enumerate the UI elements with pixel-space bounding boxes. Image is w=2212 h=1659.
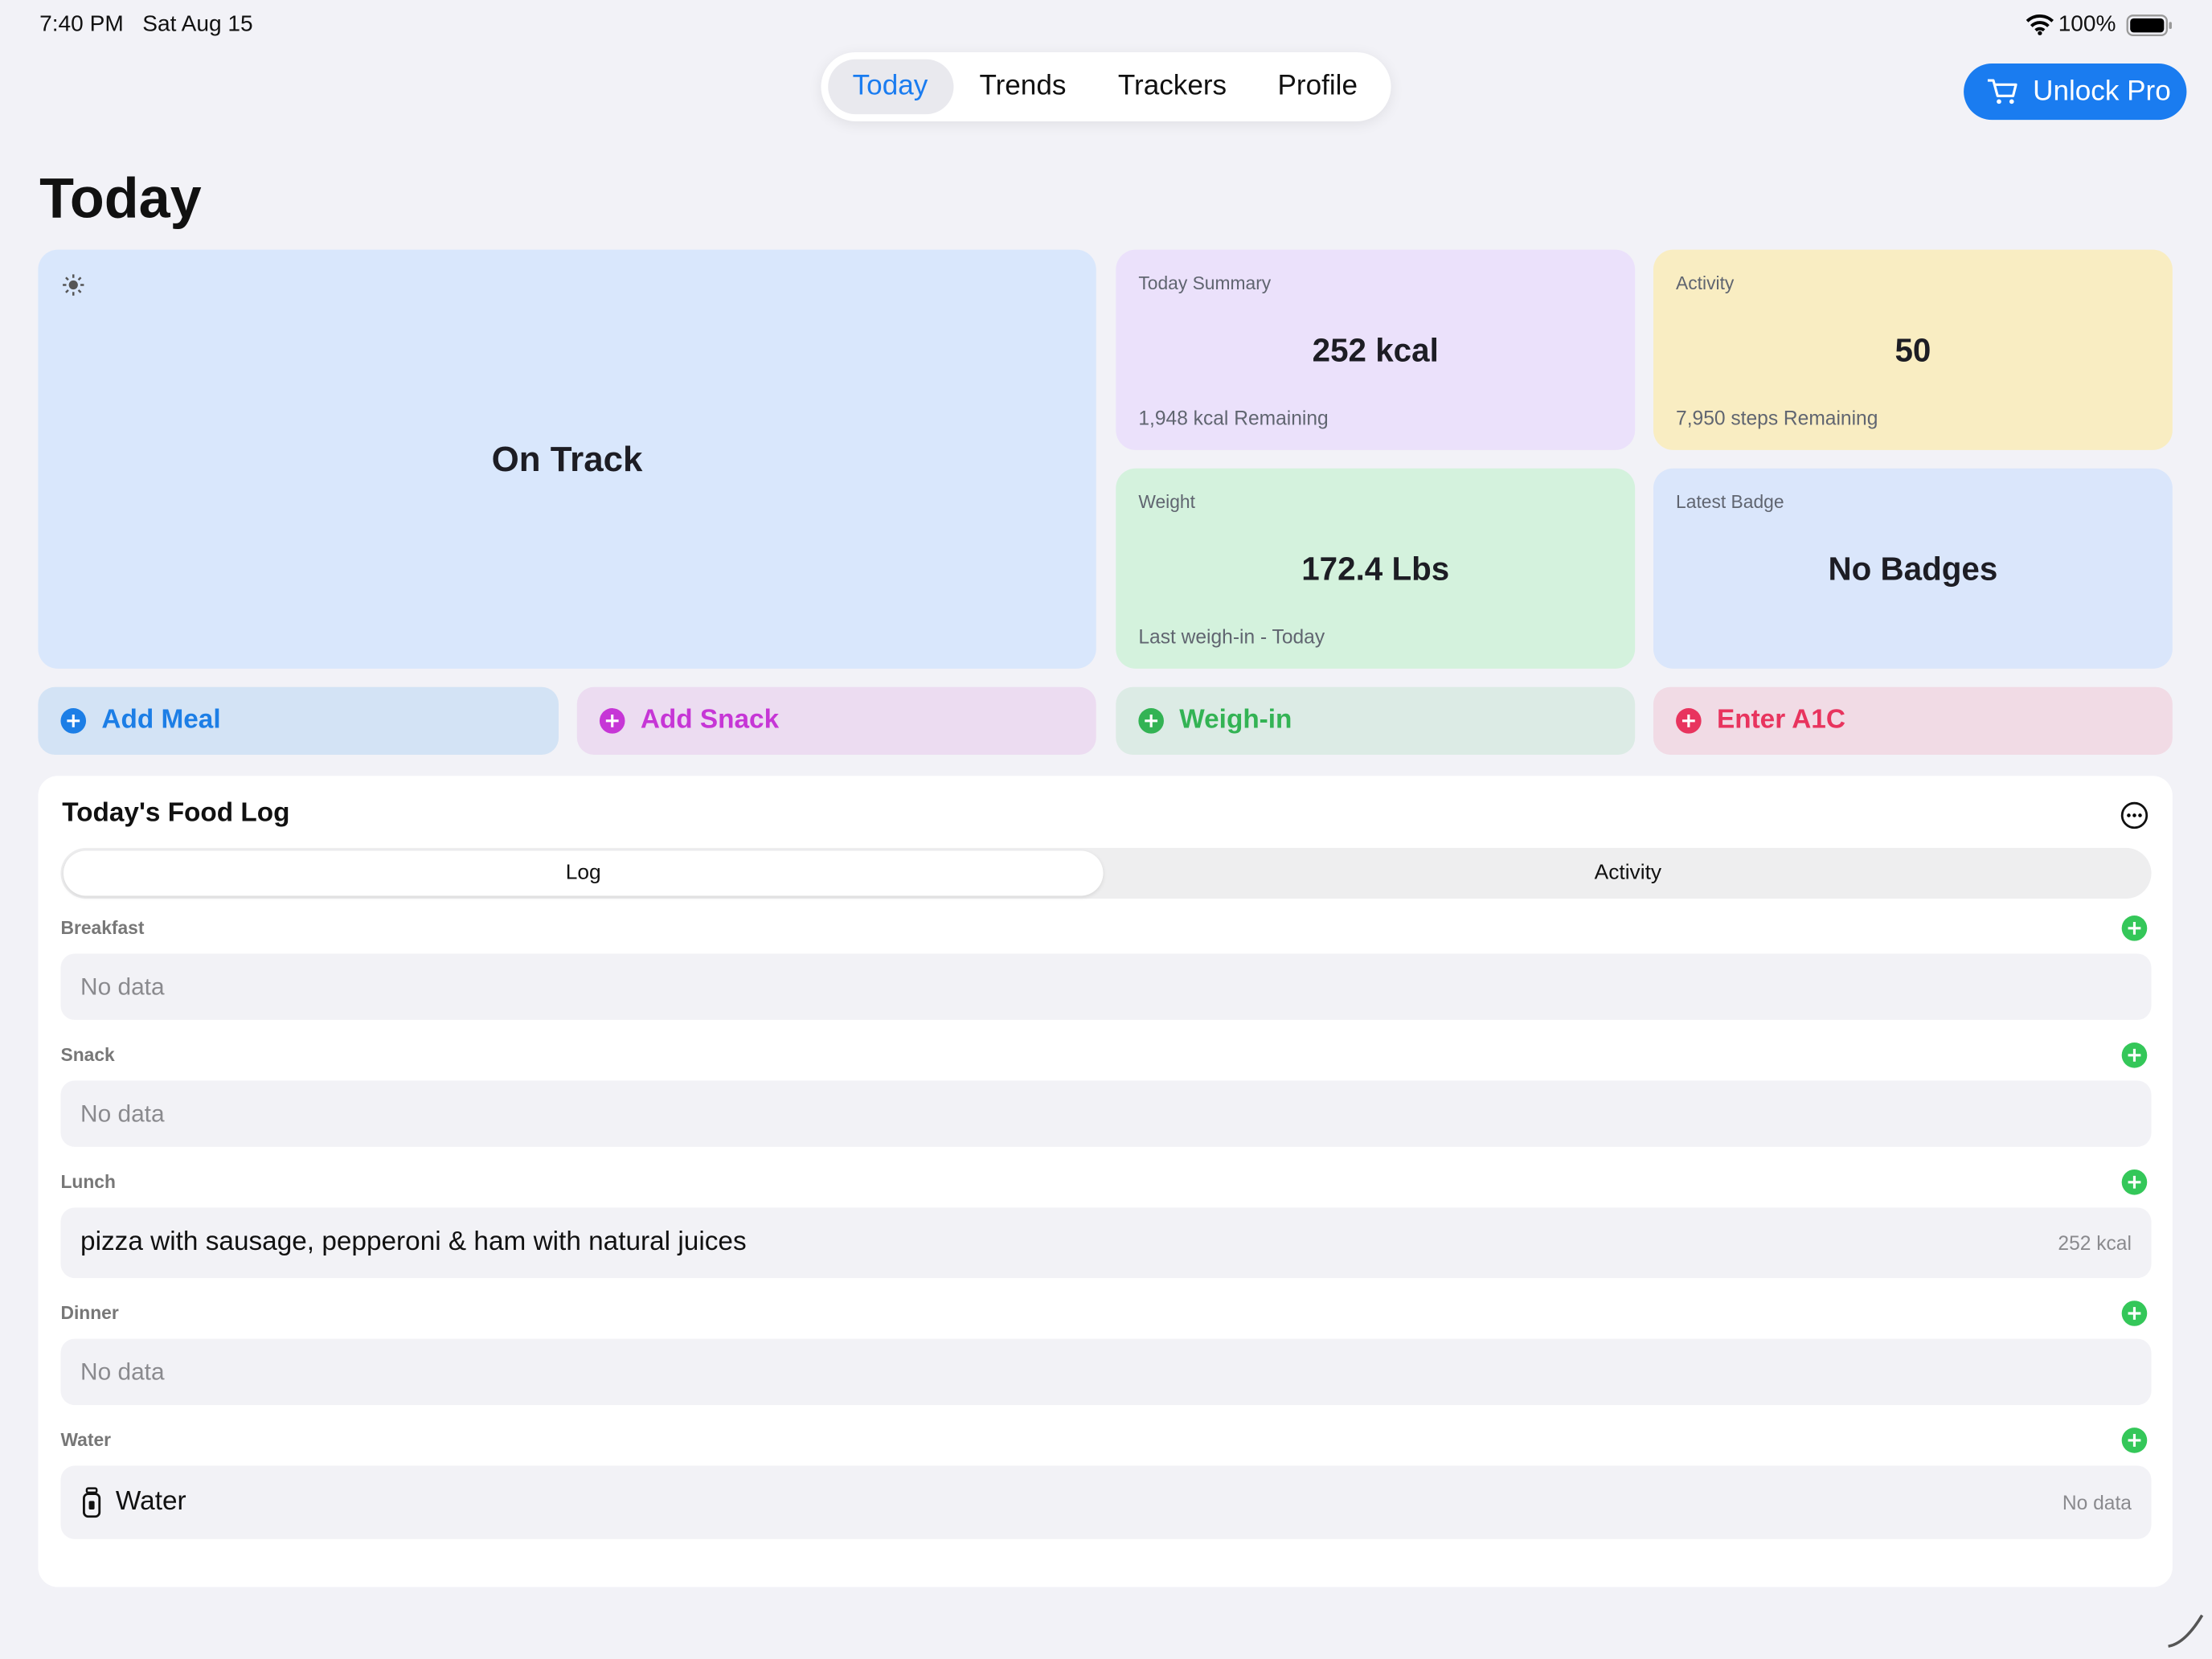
segment-activity[interactable]: Activity	[1594, 860, 1662, 885]
unlock-pro-button[interactable]: Unlock Pro	[1964, 63, 2187, 121]
bottle-icon	[83, 1487, 101, 1518]
summary-card: Latest Badge No Badges	[1653, 468, 2173, 669]
summary-card: Weight 172.4 Lbs Last weigh-in - Today	[1116, 468, 1636, 669]
tab-bar	[821, 51, 1391, 121]
card-subtitle: Last weigh-in - Today	[1138, 625, 1325, 648]
page-title: Today	[39, 167, 202, 231]
entry-text: Water	[115, 1486, 186, 1517]
add-entry-button[interactable]	[2120, 1041, 2149, 1069]
unlock-pro-label[interactable]: Unlock Pro	[2033, 76, 2171, 108]
card-value: No Badges	[1828, 550, 1998, 588]
action-label[interactable]: Add Meal	[101, 705, 221, 735]
action-button[interactable]: Add Snack	[576, 686, 1096, 755]
entry-row: No data	[60, 953, 2152, 1020]
action-button[interactable]: Weigh-in	[1116, 686, 1636, 755]
entry-text: pizza with sausage, pepperoni & ham with…	[80, 1227, 747, 1257]
tab-selected-bg	[828, 59, 954, 115]
placeholder-text: No data	[80, 973, 165, 1000]
section-label: Water	[60, 1428, 112, 1451]
plus-icon[interactable]	[59, 707, 88, 735]
pencil-indicator	[2168, 1614, 2204, 1648]
status-text: On Track	[491, 440, 643, 480]
time: 7:40 PM	[39, 12, 124, 37]
date: Sat Aug 15	[142, 12, 253, 37]
card-value: 172.4 Lbs	[1301, 550, 1450, 588]
add-entry-button[interactable]	[2120, 1426, 2149, 1454]
more-button[interactable]	[2120, 801, 2149, 830]
entry-detail: No data	[2062, 1491, 2132, 1514]
card-value: 252 kcal	[1312, 331, 1439, 369]
summary-card: Today Summary 252 kcal 1,948 kcal Remainin…	[1116, 249, 1636, 450]
action-label[interactable]: Weigh-in	[1179, 705, 1292, 735]
tab[interactable]: Profile	[1277, 70, 1358, 102]
summary-card: Activity 50 7,950 steps Remaining	[1653, 249, 2173, 450]
add-entry-button[interactable]	[2120, 1168, 2149, 1196]
section-label: Lunch	[60, 1170, 116, 1193]
tab[interactable]: Trackers	[1117, 70, 1227, 102]
action-label[interactable]: Add Snack	[640, 705, 780, 735]
section-label: Dinner	[60, 1301, 119, 1324]
card-label: Today Summary	[1138, 272, 1272, 294]
card-subtitle: 1,948 kcal Remaining	[1138, 406, 1329, 429]
battery-percent: 100%	[2058, 12, 2116, 37]
sun-icon	[63, 274, 84, 296]
segment-selected-bg	[63, 850, 1104, 896]
plus-icon[interactable]	[1137, 707, 1165, 735]
card-subtitle: 7,950 steps Remaining	[1676, 406, 1878, 429]
add-entry-button[interactable]	[2120, 1299, 2149, 1327]
cart-icon	[1987, 79, 2017, 104]
battery-icon	[2126, 14, 2172, 37]
action-button[interactable]: Add Meal	[38, 686, 559, 755]
entry-row: pizza with sausage, pepperoni & ham with…	[60, 1207, 2152, 1279]
segment-log[interactable]: Log	[565, 860, 601, 885]
card-label: Latest Badge	[1676, 490, 1784, 513]
segmented-control	[60, 847, 2152, 899]
card-value: 50	[1895, 331, 1931, 369]
food-log-title: Today's Food Log	[62, 798, 290, 829]
plus-icon[interactable]	[598, 707, 626, 735]
food-log-panel	[38, 776, 2173, 1587]
tab[interactable]: Today	[852, 70, 928, 102]
tab[interactable]: Trends	[979, 70, 1067, 102]
entry-row: No data	[60, 1080, 2152, 1147]
status-card: On Track	[38, 249, 1096, 669]
wifi-icon	[2026, 14, 2054, 35]
placeholder-text: No data	[80, 1358, 165, 1385]
entry-row: Water No data	[60, 1465, 2152, 1539]
placeholder-text: No data	[80, 1100, 165, 1127]
action-button[interactable]: Enter A1C	[1653, 686, 2173, 755]
action-label[interactable]: Enter A1C	[1716, 705, 1845, 735]
entry-row: No data	[60, 1338, 2152, 1406]
card-label: Weight	[1138, 490, 1195, 513]
card-label: Activity	[1676, 272, 1735, 294]
entry-detail: 252 kcal	[2058, 1231, 2132, 1255]
section-label: Snack	[60, 1043, 115, 1066]
add-entry-button[interactable]	[2120, 914, 2149, 942]
section-label: Breakfast	[60, 916, 145, 939]
plus-icon[interactable]	[1674, 707, 1702, 735]
